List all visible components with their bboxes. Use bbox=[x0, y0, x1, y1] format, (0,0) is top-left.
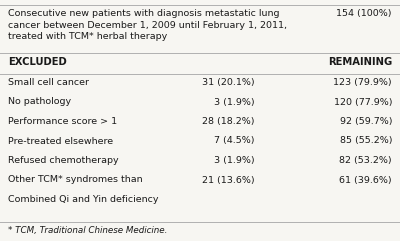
Text: 92 (59.7%): 92 (59.7%) bbox=[340, 117, 392, 126]
Text: 154 (100%): 154 (100%) bbox=[336, 9, 392, 18]
Text: 3 (1.9%): 3 (1.9%) bbox=[214, 156, 255, 165]
Text: 120 (77.9%): 120 (77.9%) bbox=[334, 98, 392, 107]
Text: Combined Qi and Yin deficiency: Combined Qi and Yin deficiency bbox=[8, 195, 158, 204]
Text: 7 (4.5%): 7 (4.5%) bbox=[214, 136, 255, 146]
Text: Refused chemotherapy: Refused chemotherapy bbox=[8, 156, 119, 165]
Text: cancer between December 1, 2009 until February 1, 2011,: cancer between December 1, 2009 until Fe… bbox=[8, 20, 287, 29]
Text: No pathology: No pathology bbox=[8, 98, 71, 107]
Text: 61 (39.6%): 61 (39.6%) bbox=[339, 175, 392, 185]
Text: Performance score > 1: Performance score > 1 bbox=[8, 117, 117, 126]
Text: Other TCM* syndromes than: Other TCM* syndromes than bbox=[8, 175, 143, 185]
Text: 85 (55.2%): 85 (55.2%) bbox=[340, 136, 392, 146]
Text: Small cell cancer: Small cell cancer bbox=[8, 78, 89, 87]
Text: 31 (20.1%): 31 (20.1%) bbox=[202, 78, 255, 87]
Text: 82 (53.2%): 82 (53.2%) bbox=[339, 156, 392, 165]
Text: Consecutive new patients with diagnosis metastatic lung: Consecutive new patients with diagnosis … bbox=[8, 9, 280, 18]
Text: * TCM, Traditional Chinese Medicine.: * TCM, Traditional Chinese Medicine. bbox=[8, 226, 167, 235]
Text: REMAINING: REMAINING bbox=[328, 57, 392, 67]
Text: 28 (18.2%): 28 (18.2%) bbox=[202, 117, 255, 126]
Text: treated with TCM* herbal therapy: treated with TCM* herbal therapy bbox=[8, 32, 167, 41]
Text: 123 (79.9%): 123 (79.9%) bbox=[333, 78, 392, 87]
Text: 21 (13.6%): 21 (13.6%) bbox=[202, 175, 255, 185]
Text: EXCLUDED: EXCLUDED bbox=[8, 57, 67, 67]
Text: Pre-treated elsewhere: Pre-treated elsewhere bbox=[8, 136, 113, 146]
Text: 3 (1.9%): 3 (1.9%) bbox=[214, 98, 255, 107]
